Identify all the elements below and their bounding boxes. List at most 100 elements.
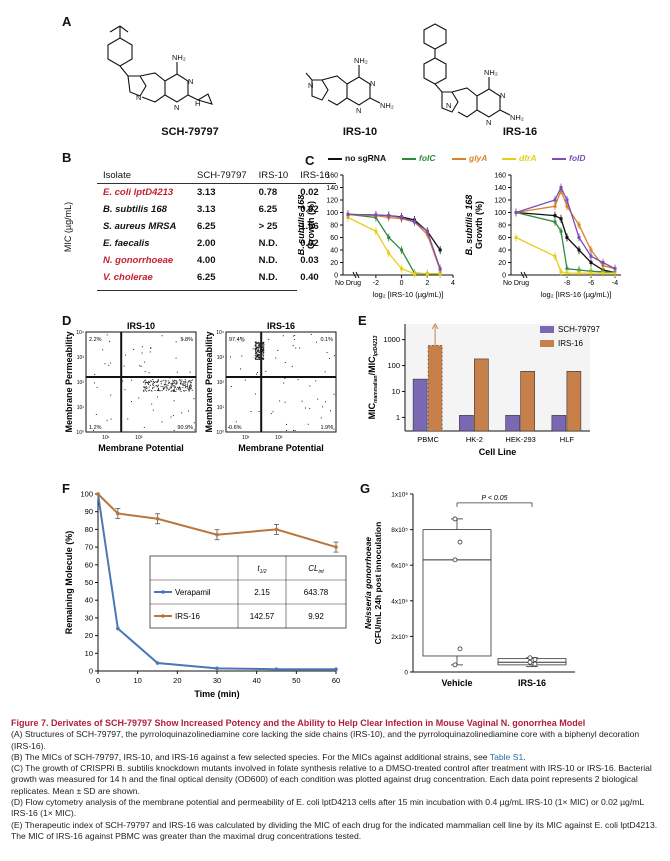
scatter-dot (172, 415, 174, 417)
scatter-dot (160, 385, 162, 387)
x-tick-label: 60 (332, 676, 340, 685)
caption-d: (D) Flow cytometry analysis of the membr… (11, 797, 644, 819)
scatter-dot (258, 345, 260, 347)
scatter-dot (152, 388, 154, 390)
scatter-dot (255, 350, 257, 352)
scatter-dot (255, 344, 257, 346)
scatter-dot (176, 381, 178, 383)
scatter-dot (258, 358, 260, 360)
atom-label: N (370, 79, 375, 88)
scatter-dot (145, 381, 147, 383)
scatter-dot (193, 398, 195, 400)
scatter-dot (92, 430, 94, 431)
scatter-dot (143, 386, 145, 388)
scatter-dot (235, 421, 237, 423)
scatter-dot (258, 343, 260, 345)
data-point (565, 267, 569, 271)
therapeutic-index-chart: 1 10 100 1000 PBMC HK-2 HEK-293 HLF Cell Line MIC… (367, 323, 600, 457)
scatter-dot (322, 406, 324, 408)
scatter-dot (259, 346, 261, 348)
scatter-dot (258, 351, 260, 353)
data-point (457, 646, 463, 652)
panel-label-c: C (305, 153, 315, 168)
scatter-dot (148, 381, 150, 383)
atom-label: N (446, 101, 451, 110)
scatter-dot (172, 379, 174, 381)
arrow-head (431, 323, 439, 330)
data-point (400, 248, 404, 252)
scatter-dot (261, 357, 263, 359)
scatter-dot (186, 383, 188, 385)
data-point (274, 527, 279, 532)
scatter-dot (259, 354, 261, 356)
axis-break (352, 271, 357, 279)
scatter-dot (156, 380, 158, 382)
y-tick-label: 10⁰ (76, 430, 84, 436)
scatter-dot (145, 381, 147, 383)
legend-label: IRS-16 (558, 339, 583, 348)
y-tick-label: 10³ (217, 355, 225, 361)
scatter-dot (151, 390, 153, 392)
y-tick-label: 1 (396, 413, 400, 422)
scatter-dot (258, 354, 260, 356)
x-tick-label: -2 (373, 280, 379, 287)
scatter-dot (254, 355, 256, 357)
scatter-dot (258, 343, 260, 345)
table-legend-marker (161, 614, 165, 618)
scatter-dot (260, 357, 262, 359)
x-tick-label: 2 (425, 280, 429, 287)
scatter-dot (259, 342, 261, 344)
scatter-dot (179, 389, 181, 391)
panel-c-legend: no sgRNA folC glyA dfrA folD (328, 153, 648, 167)
isolate-cell: B. subtilis 168 (103, 204, 167, 215)
scatter-dot (255, 352, 257, 354)
scatter-dot (185, 389, 187, 391)
scatter-dot (182, 338, 184, 340)
panel-label-f: F (62, 481, 70, 496)
quadrant-label: 97.4% (229, 337, 245, 343)
scatter-dot (328, 357, 330, 359)
scatter-dot (169, 387, 171, 389)
scatter-dot (263, 342, 265, 344)
scatter-dot (191, 379, 193, 381)
scatter-dot (263, 344, 265, 346)
scatter-dot (178, 388, 180, 390)
scatter-dot (260, 344, 262, 346)
scatter-dot (150, 347, 152, 349)
panel-label-e: E (358, 313, 367, 328)
data-point (553, 214, 557, 218)
scatter-dot (163, 383, 165, 385)
y-tick-label: 100 (326, 210, 338, 217)
data-point (527, 659, 533, 665)
scatter-dot (172, 390, 174, 392)
scatter-dot (157, 380, 159, 382)
scatter-dot (158, 390, 160, 392)
scatter-dot (144, 389, 146, 391)
scatter-dot (279, 400, 281, 402)
isolate-cell: N. gonorrhoeae (103, 255, 174, 266)
y-tick-label: 10⁴ (216, 330, 224, 336)
box (422, 529, 492, 657)
scatter-dot (256, 373, 258, 375)
y-axis-label-main: MIC (367, 402, 377, 419)
scatter-dot (155, 381, 157, 383)
scatter-dot (174, 379, 176, 381)
scatter-dot (181, 412, 183, 414)
scatter-dot (255, 349, 257, 351)
data-point (577, 223, 581, 227)
data-point (577, 271, 581, 275)
axis-break (523, 271, 528, 279)
scatter-dot (94, 374, 96, 376)
legend-label: folD (569, 153, 586, 163)
scatter-dot (175, 341, 177, 343)
table-s1-link[interactable]: Table S1 (489, 751, 524, 762)
y-tick-label: 80 (330, 223, 338, 230)
scatter-dot (150, 384, 152, 386)
axis-break (355, 271, 360, 279)
data-point (96, 492, 100, 496)
data-point (559, 229, 563, 233)
scatter-dot (293, 430, 295, 431)
mic-value-cell: 2.00 (197, 238, 216, 249)
scatter-dot (256, 358, 258, 360)
scatter-dot (262, 349, 264, 351)
